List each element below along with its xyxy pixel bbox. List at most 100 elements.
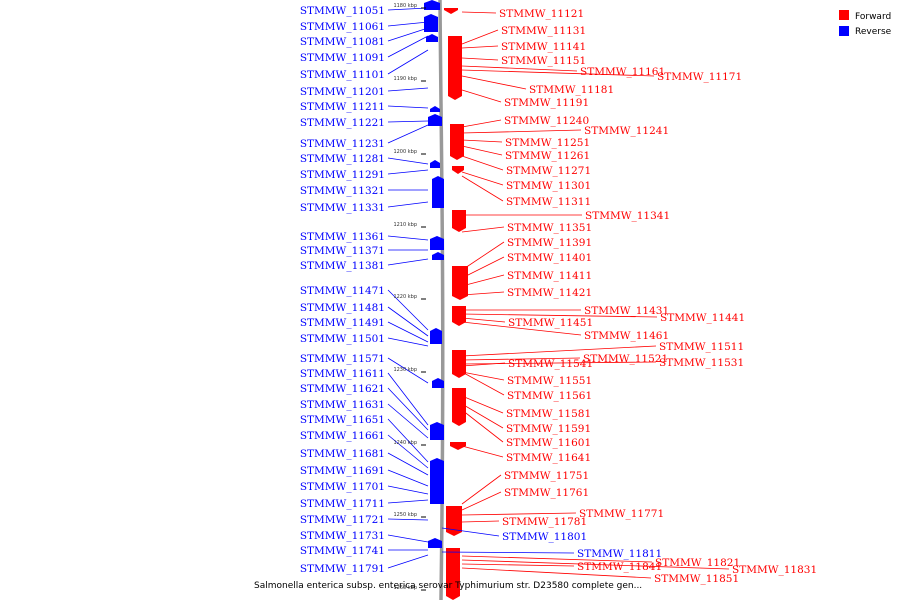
forward-gene-label[interactable]: STMMW_11551 (507, 375, 592, 387)
reverse-gene-arrow[interactable] (424, 0, 440, 10)
forward-gene-label[interactable]: STMMW_11441 (660, 312, 745, 324)
reverse-gene-label[interactable]: STMMW_11481 (300, 302, 385, 314)
reverse-gene-label[interactable]: STMMW_11731 (300, 530, 385, 542)
reverse-gene-arrow[interactable] (432, 378, 444, 388)
forward-gene-arrow[interactable] (446, 506, 462, 536)
reverse-gene-label[interactable]: STMMW_11721 (300, 514, 385, 526)
reverse-gene-label[interactable]: STMMW_11321 (300, 185, 385, 197)
reverse-gene-arrow[interactable] (430, 160, 440, 168)
reverse-gene-label[interactable]: STMMW_11201 (300, 86, 385, 98)
forward-gene-label[interactable]: STMMW_11431 (584, 305, 669, 317)
forward-gene-arrow[interactable] (452, 266, 468, 300)
reverse-gene-label[interactable]: STMMW_11331 (300, 202, 385, 214)
reverse-gene-label[interactable]: STMMW_11091 (300, 52, 385, 64)
forward-gene-label[interactable]: STMMW_11131 (501, 25, 586, 37)
reverse-gene-arrow[interactable] (430, 328, 442, 344)
reverse-gene-label[interactable]: STMMW_11621 (300, 383, 385, 395)
reverse-gene-label[interactable]: STMMW_11791 (300, 563, 385, 575)
forward-gene-label[interactable]: STMMW_11771 (579, 508, 664, 520)
forward-gene-label[interactable]: STMMW_11241 (584, 125, 669, 137)
reverse-gene-label[interactable]: STMMW_11471 (300, 285, 385, 297)
forward-gene-label[interactable]: STMMW_11141 (501, 41, 586, 53)
forward-gene-label[interactable]: STMMW_11461 (584, 330, 669, 342)
forward-gene-label[interactable]: STMMW_11581 (506, 408, 591, 420)
forward-gene-label[interactable]: STMMW_11181 (529, 84, 614, 96)
reverse-gene-label[interactable]: STMMW_11651 (300, 414, 385, 426)
forward-gene-label[interactable]: STMMW_11521 (583, 353, 668, 365)
reverse-gene-arrow[interactable] (432, 252, 444, 260)
reverse-gene-arrow[interactable] (428, 538, 442, 548)
reverse-gene-label[interactable]: STMMW_11711 (300, 498, 385, 510)
forward-gene-label[interactable]: STMMW_11561 (507, 390, 592, 402)
forward-gene-label[interactable]: STMMW_11151 (501, 55, 586, 67)
reverse-gene-label[interactable]: STMMW_11291 (300, 169, 385, 181)
reverse-gene-label[interactable]: STMMW_11281 (300, 153, 385, 165)
forward-gene-label[interactable]: STMMW_11591 (506, 423, 591, 435)
forward-gene-label[interactable]: STMMW_11531 (659, 357, 744, 369)
reverse-gene-label[interactable]: STMMW_11371 (300, 245, 385, 257)
reverse-gene-arrow[interactable] (428, 114, 442, 126)
forward-gene-label[interactable]: STMMW_11811 (577, 548, 662, 560)
forward-gene-label[interactable]: STMMW_11311 (506, 196, 591, 208)
reverse-gene-label[interactable]: STMMW_11491 (300, 317, 385, 329)
reverse-gene-arrow[interactable] (430, 106, 440, 112)
reverse-gene-label[interactable]: STMMW_11051 (300, 5, 385, 17)
reverse-gene-arrow[interactable] (426, 34, 438, 42)
reverse-gene-label[interactable]: STMMW_11701 (300, 481, 385, 493)
reverse-gene-label[interactable]: STMMW_11381 (300, 260, 385, 272)
forward-gene-label[interactable]: STMMW_11541 (508, 358, 593, 370)
forward-gene-label[interactable]: STMMW_11191 (504, 97, 589, 109)
forward-gene-label[interactable]: STMMW_11851 (654, 573, 739, 585)
forward-gene-label[interactable]: STMMW_11641 (506, 452, 591, 464)
forward-gene-arrow[interactable] (448, 36, 462, 100)
reverse-gene-label[interactable]: STMMW_11611 (300, 368, 385, 380)
forward-gene-arrow[interactable] (452, 306, 466, 326)
forward-gene-label[interactable]: STMMW_11251 (505, 137, 590, 149)
forward-gene-label[interactable]: STMMW_11421 (507, 287, 592, 299)
reverse-gene-label[interactable]: STMMW_11741 (300, 545, 385, 557)
reverse-gene-label[interactable]: STMMW_11631 (300, 399, 385, 411)
forward-gene-label[interactable]: STMMW_11841 (577, 561, 662, 573)
forward-gene-arrow[interactable] (452, 210, 466, 232)
forward-gene-label[interactable]: STMMW_11240 (504, 115, 589, 127)
reverse-gene-label[interactable]: STMMW_11221 (300, 117, 385, 129)
forward-gene-label[interactable]: STMMW_11391 (507, 237, 592, 249)
reverse-gene-label[interactable]: STMMW_11681 (300, 448, 385, 460)
forward-gene-label[interactable]: STMMW_11801 (502, 531, 587, 543)
reverse-gene-label[interactable]: STMMW_11061 (300, 21, 385, 33)
forward-gene-label[interactable]: STMMW_11271 (506, 165, 591, 177)
reverse-gene-label[interactable]: STMMW_11101 (300, 69, 385, 81)
reverse-gene-label[interactable]: STMMW_11081 (300, 36, 385, 48)
forward-gene-label[interactable]: STMMW_11761 (504, 487, 589, 499)
reverse-gene-label[interactable]: STMMW_11571 (300, 353, 385, 365)
reverse-gene-arrow[interactable] (432, 176, 444, 208)
reverse-gene-label[interactable]: STMMW_11661 (300, 430, 385, 442)
reverse-gene-label[interactable]: STMMW_11211 (300, 101, 385, 113)
forward-gene-label[interactable]: STMMW_11171 (657, 71, 742, 83)
forward-gene-arrow[interactable] (452, 350, 466, 378)
reverse-gene-label[interactable]: STMMW_11231 (300, 138, 385, 150)
forward-gene-label[interactable]: STMMW_11161 (580, 66, 665, 78)
forward-gene-arrow[interactable] (452, 388, 466, 426)
forward-gene-label[interactable]: STMMW_11351 (507, 222, 592, 234)
forward-gene-label[interactable]: STMMW_11511 (659, 341, 744, 353)
forward-gene-arrow[interactable] (450, 442, 466, 450)
forward-gene-arrow[interactable] (446, 548, 460, 600)
reverse-gene-label[interactable]: STMMW_11361 (300, 231, 385, 243)
forward-gene-arrow[interactable] (450, 124, 464, 160)
reverse-gene-arrow[interactable] (430, 458, 444, 504)
forward-gene-arrow[interactable] (452, 166, 464, 174)
forward-gene-label[interactable]: STMMW_11601 (506, 437, 591, 449)
forward-gene-arrow[interactable] (444, 8, 458, 14)
reverse-gene-arrow[interactable] (430, 422, 444, 440)
forward-gene-label[interactable]: STMMW_11121 (499, 8, 584, 20)
forward-gene-label[interactable]: STMMW_11401 (507, 252, 592, 264)
reverse-gene-label[interactable]: STMMW_11691 (300, 465, 385, 477)
forward-gene-label[interactable]: STMMW_11261 (505, 150, 590, 162)
reverse-gene-arrow[interactable] (430, 236, 444, 250)
forward-gene-label[interactable]: STMMW_11451 (508, 317, 593, 329)
forward-gene-label[interactable]: STMMW_11821 (655, 557, 740, 569)
forward-gene-label[interactable]: STMMW_11341 (585, 210, 670, 222)
forward-gene-label[interactable]: STMMW_11781 (502, 516, 587, 528)
forward-gene-label[interactable]: STMMW_11301 (506, 180, 591, 192)
